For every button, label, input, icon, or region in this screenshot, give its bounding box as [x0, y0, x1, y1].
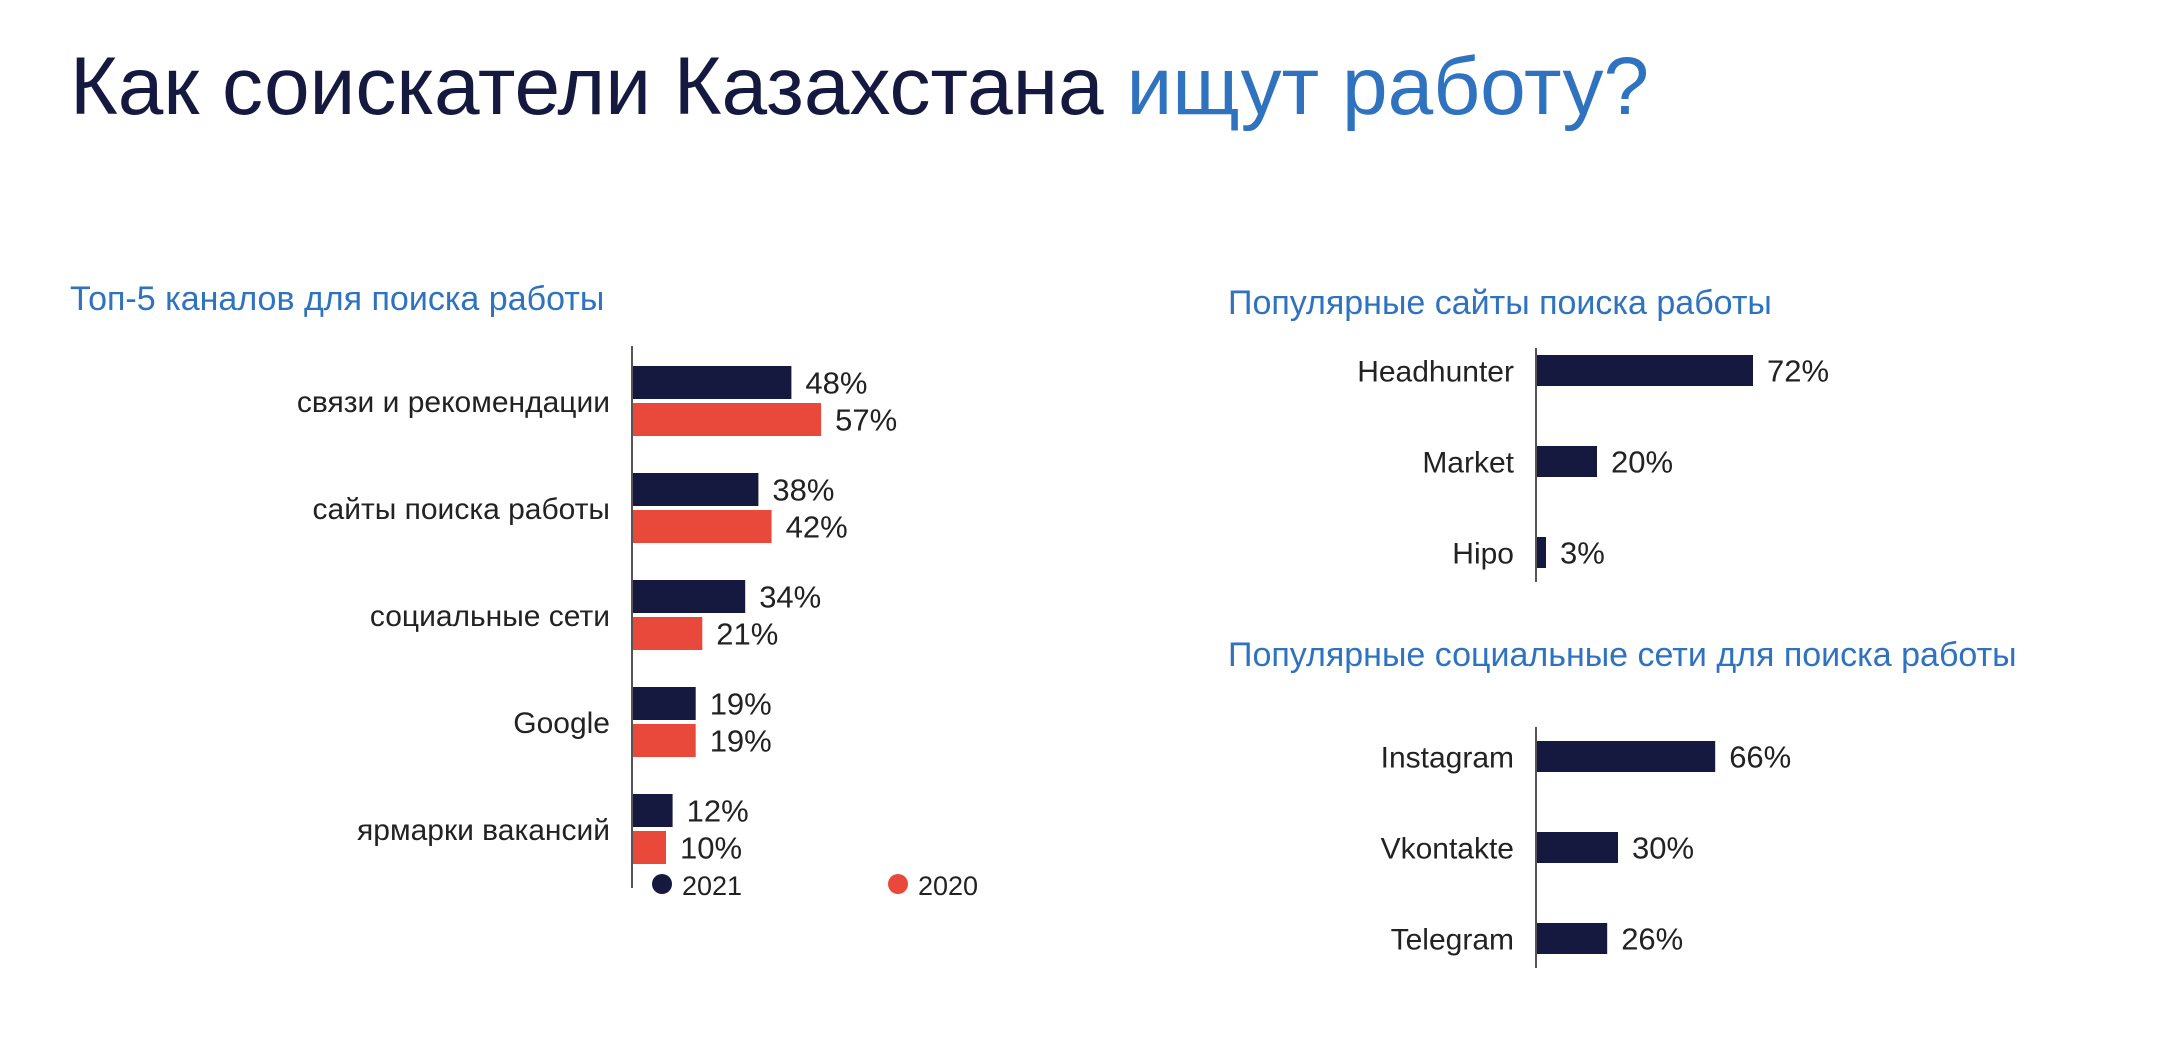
data-label-сайты-поиска-работы-2021: 38% — [772, 473, 834, 508]
data-label-telegram: 26% — [1621, 922, 1683, 957]
bar-market — [1537, 446, 1597, 477]
bar-telegram — [1537, 923, 1608, 954]
page-title-highlight: ищут работу? — [1126, 41, 1650, 132]
legend-marker-2021 — [652, 874, 672, 894]
bar-ярмарки-вакансий-2021 — [633, 794, 673, 827]
legend-marker-2020 — [888, 874, 908, 894]
bar-сайты-поиска-работы-2020 — [633, 510, 772, 543]
category-label-market: Market — [1422, 447, 1514, 480]
data-label-hipo: 3% — [1560, 536, 1605, 571]
category-label-hipo: Hipo — [1452, 538, 1514, 571]
bar-социальные-сети-2020 — [633, 617, 703, 650]
bar-instagram — [1537, 741, 1716, 772]
data-label-связи-и-рекомендации-2020: 57% — [835, 403, 897, 438]
data-label-ярмарки-вакансий-2020: 10% — [680, 831, 742, 866]
bar-google-2021 — [633, 687, 696, 720]
page-title-main: Как соискатели Казахстана — [70, 41, 1104, 132]
bar-headhunter — [1537, 355, 1753, 386]
bar-сайты-поиска-работы-2021 — [633, 473, 759, 506]
category-label-headhunter: Headhunter — [1357, 356, 1514, 389]
category-label-vkontakte: Vkontakte — [1381, 833, 1514, 866]
chart-title-job-sites: Популярные сайты поиска работы — [1228, 284, 1772, 322]
page-title: Как соискатели Казахстана ищут работу? — [70, 46, 1649, 128]
bar-google-2020 — [633, 724, 696, 757]
bar-социальные-сети-2021 — [633, 580, 746, 613]
category-label-instagram: Instagram — [1381, 742, 1514, 775]
category-label-telegram: Telegram — [1391, 924, 1514, 957]
data-label-социальные-сети-2020: 21% — [716, 617, 778, 652]
data-label-социальные-сети-2021: 34% — [759, 580, 821, 615]
bar-связи-и-рекомендации-2020 — [633, 403, 822, 436]
bar-hipo — [1537, 537, 1546, 568]
legend-label-2021: 2021 — [682, 871, 742, 901]
data-label-instagram: 66% — [1729, 740, 1791, 775]
chart-title-top-channels: Топ-5 каналов для поиска работы — [70, 280, 605, 318]
legend-label-2020: 2020 — [918, 871, 978, 901]
data-label-ярмарки-вакансий-2021: 12% — [687, 794, 749, 829]
bar-ярмарки-вакансий-2020 — [633, 831, 666, 864]
category-label-связи-и-рекомендации: связи и рекомендации — [297, 386, 610, 419]
data-label-сайты-поиска-работы-2020: 42% — [786, 510, 848, 545]
data-label-headhunter: 72% — [1767, 354, 1829, 389]
data-label-google-2020: 19% — [710, 724, 772, 759]
category-label-сайты-поиска-работы: сайты поиска работы — [313, 493, 610, 526]
category-label-google: Google — [513, 707, 610, 740]
data-label-market: 20% — [1611, 445, 1673, 480]
category-label-ярмарки-вакансий: ярмарки вакансий — [357, 814, 610, 847]
data-label-google-2021: 19% — [710, 687, 772, 722]
bar-vkontakte — [1537, 832, 1618, 863]
category-label-социальные-сети: социальные сети — [370, 600, 610, 633]
data-label-vkontakte: 30% — [1632, 831, 1694, 866]
data-label-связи-и-рекомендации-2021: 48% — [805, 366, 867, 401]
bar-связи-и-рекомендации-2021 — [633, 366, 792, 399]
chart-title-social-networks: Популярные социальные сети для поиска ра… — [1228, 636, 2017, 674]
